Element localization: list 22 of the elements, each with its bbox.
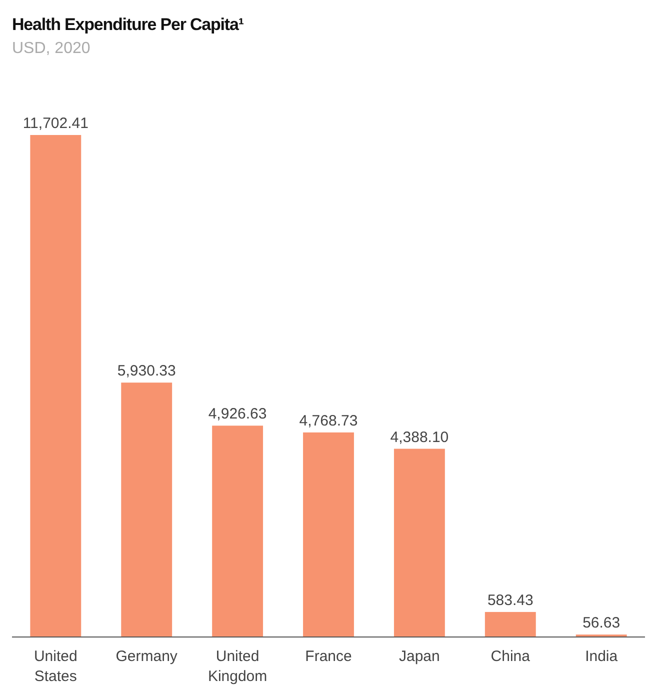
- bar: [303, 432, 354, 637]
- bar: [394, 448, 445, 637]
- x-tick-label: France: [305, 648, 352, 665]
- bar: [30, 135, 82, 637]
- bar: [484, 612, 536, 637]
- bar: [121, 382, 172, 637]
- data-label: 11,702.41: [22, 115, 88, 132]
- x-tick-label: India: [585, 648, 618, 665]
- x-tick-label: Japan: [399, 648, 440, 665]
- data-label: 583.43: [487, 592, 534, 609]
- x-tick-label: Germany: [116, 648, 178, 665]
- data-label: 4,926.63: [208, 406, 267, 423]
- chart-subtitle: USD, 2020: [12, 40, 90, 57]
- data-label: 56.63: [582, 614, 620, 632]
- x-tick-label: United Kingdom: [208, 648, 268, 685]
- data-label: 4,388.10: [390, 428, 449, 446]
- x-tick-label: United States: [34, 648, 78, 685]
- bar: [212, 426, 264, 637]
- data-label: 4,768.73: [299, 412, 358, 430]
- x-tick-label: China: [490, 648, 531, 665]
- data-label: 5,930.33: [117, 362, 176, 380]
- chart-title: Health Expenditure Per Capita¹: [12, 15, 244, 34]
